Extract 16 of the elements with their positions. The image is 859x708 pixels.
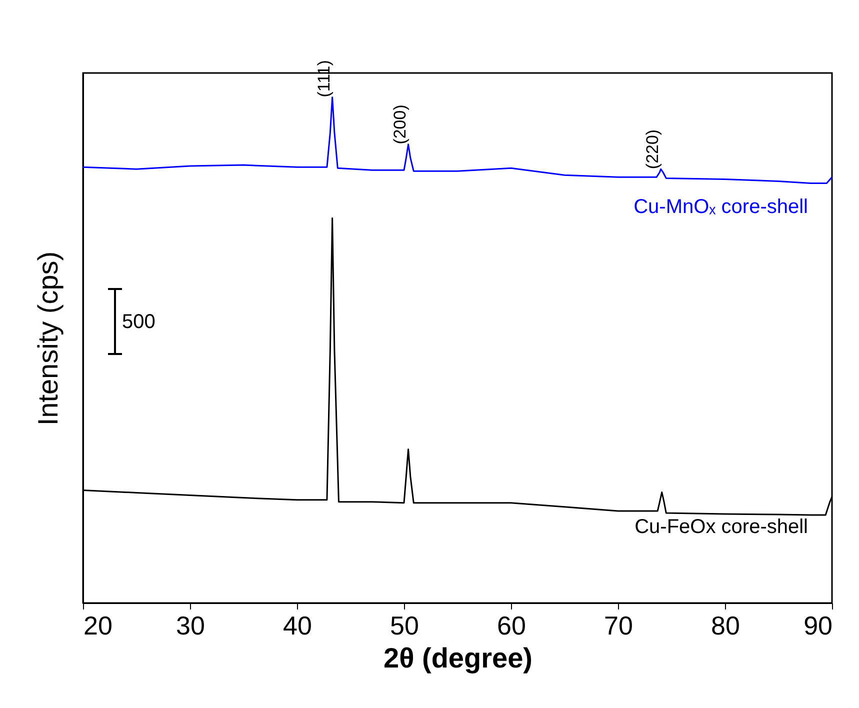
x-tick-label: 70	[604, 610, 633, 640]
series-label: Cu-FeOx core-shell	[634, 516, 808, 538]
x-axis-title: 2θ (degree)	[384, 642, 532, 674]
x-tick-label: 90	[804, 610, 832, 640]
annotation: 500	[122, 311, 156, 333]
y-axis-title: Intensity (cps)	[32, 251, 64, 426]
series-label: Cu-MnOₓ core-shell	[634, 196, 808, 218]
annotation: (220)	[642, 129, 662, 170]
x-tick-label: 30	[176, 610, 205, 640]
x-tick-label: 40	[283, 610, 312, 640]
x-tick-label: 20	[84, 610, 112, 640]
x-tick-label: 50	[390, 610, 419, 640]
x-tick-label: 60	[497, 610, 526, 640]
annotation: (111)	[314, 60, 334, 98]
x-tick-label: 80	[711, 610, 740, 640]
annotation: (200)	[390, 104, 410, 144]
